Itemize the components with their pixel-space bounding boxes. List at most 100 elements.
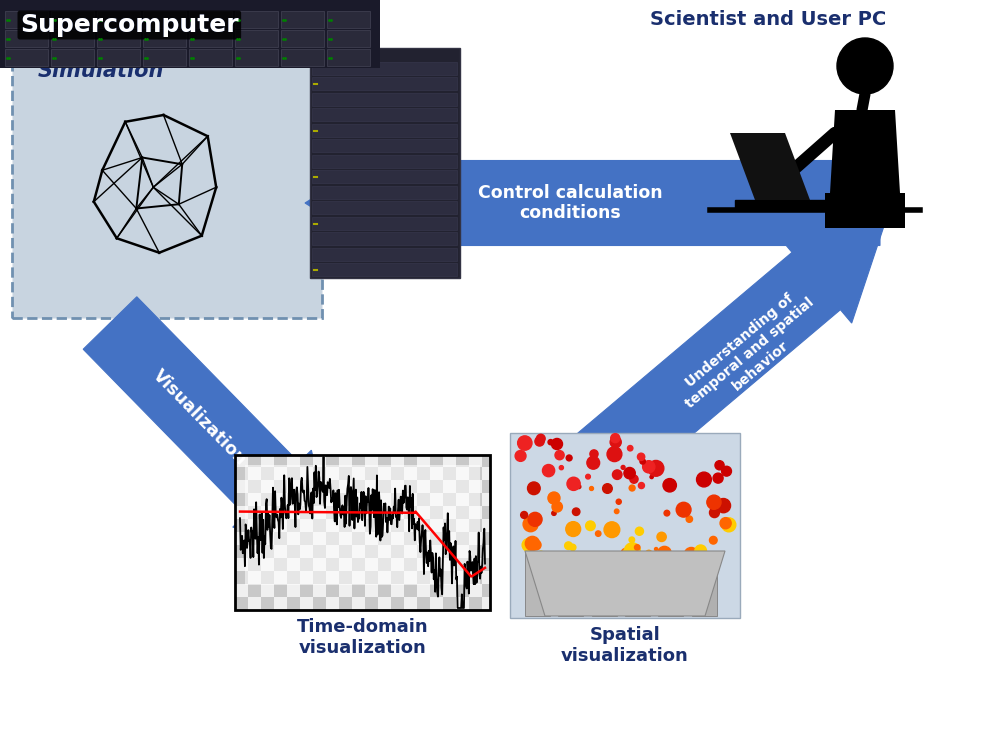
Bar bbox=[391, 597, 404, 610]
Bar bbox=[352, 519, 365, 532]
Bar bbox=[235, 584, 248, 597]
Bar bbox=[261, 519, 274, 532]
Bar bbox=[482, 545, 490, 558]
Bar bbox=[287, 558, 300, 571]
Bar bbox=[235, 532, 248, 545]
Bar bbox=[287, 480, 300, 493]
Bar bbox=[658, 551, 683, 616]
Bar bbox=[352, 545, 365, 558]
Circle shape bbox=[566, 521, 581, 536]
Circle shape bbox=[638, 482, 644, 488]
Bar bbox=[558, 551, 583, 616]
Bar bbox=[261, 480, 274, 493]
Bar bbox=[443, 467, 456, 480]
Bar bbox=[430, 532, 443, 545]
Bar bbox=[404, 506, 417, 519]
Bar bbox=[248, 455, 261, 467]
Circle shape bbox=[548, 552, 554, 558]
Bar bbox=[365, 597, 378, 610]
Bar bbox=[430, 455, 443, 467]
Bar bbox=[378, 558, 391, 571]
Circle shape bbox=[603, 484, 612, 494]
Bar bbox=[326, 532, 339, 545]
Circle shape bbox=[650, 475, 653, 479]
Circle shape bbox=[523, 517, 538, 532]
Bar bbox=[378, 519, 391, 532]
Bar bbox=[313, 493, 326, 506]
Bar bbox=[326, 558, 339, 571]
Circle shape bbox=[664, 510, 670, 516]
Bar bbox=[235, 467, 248, 480]
Bar bbox=[456, 584, 469, 597]
Circle shape bbox=[663, 479, 676, 492]
Bar bbox=[326, 571, 339, 584]
Bar bbox=[469, 493, 482, 506]
Bar bbox=[339, 493, 352, 506]
Bar bbox=[248, 571, 261, 584]
Bar bbox=[391, 493, 404, 506]
Bar bbox=[313, 519, 326, 532]
Bar bbox=[274, 519, 287, 532]
Bar bbox=[274, 558, 287, 571]
Bar bbox=[261, 506, 274, 519]
Bar bbox=[404, 455, 417, 467]
Bar bbox=[417, 532, 430, 545]
Bar bbox=[313, 571, 326, 584]
Bar bbox=[391, 545, 404, 558]
Bar bbox=[261, 532, 274, 545]
Bar bbox=[378, 584, 391, 597]
Bar bbox=[326, 545, 339, 558]
Bar bbox=[365, 558, 378, 571]
Bar bbox=[443, 519, 456, 532]
Circle shape bbox=[610, 437, 621, 447]
Bar bbox=[339, 455, 352, 467]
Bar bbox=[482, 597, 490, 610]
Bar bbox=[417, 519, 430, 532]
Bar bbox=[430, 519, 443, 532]
Bar bbox=[391, 455, 404, 467]
Circle shape bbox=[630, 475, 638, 483]
Bar bbox=[456, 532, 469, 545]
Bar bbox=[378, 597, 391, 610]
Circle shape bbox=[528, 512, 542, 527]
Text: Spatial
visualization: Spatial visualization bbox=[561, 626, 689, 665]
Bar bbox=[261, 467, 274, 480]
Bar bbox=[300, 506, 313, 519]
Bar bbox=[482, 519, 490, 532]
FancyBboxPatch shape bbox=[312, 93, 457, 105]
Bar bbox=[404, 584, 417, 597]
FancyBboxPatch shape bbox=[5, 30, 48, 47]
Bar bbox=[339, 584, 352, 597]
Polygon shape bbox=[830, 110, 900, 198]
Bar bbox=[430, 558, 443, 571]
Polygon shape bbox=[541, 223, 885, 521]
Bar bbox=[443, 455, 456, 467]
Circle shape bbox=[587, 456, 600, 469]
Bar bbox=[469, 519, 482, 532]
Bar bbox=[482, 467, 490, 480]
Bar bbox=[456, 571, 469, 584]
Bar bbox=[248, 558, 261, 571]
Bar bbox=[430, 545, 443, 558]
Bar bbox=[326, 506, 339, 519]
Circle shape bbox=[655, 548, 658, 551]
Text: Scientist and User PC: Scientist and User PC bbox=[650, 10, 886, 29]
Bar bbox=[443, 558, 456, 571]
Text: Time-domain
visualization: Time-domain visualization bbox=[297, 618, 428, 657]
Bar bbox=[274, 467, 287, 480]
Bar bbox=[469, 571, 482, 584]
Circle shape bbox=[657, 533, 666, 542]
Bar bbox=[235, 455, 490, 610]
Bar bbox=[404, 545, 417, 558]
Bar bbox=[482, 480, 490, 493]
Bar bbox=[326, 519, 339, 532]
Circle shape bbox=[629, 537, 635, 542]
Bar bbox=[404, 532, 417, 545]
Bar bbox=[365, 493, 378, 506]
FancyBboxPatch shape bbox=[235, 30, 278, 47]
Circle shape bbox=[716, 498, 731, 512]
Bar bbox=[443, 493, 456, 506]
Circle shape bbox=[577, 485, 581, 488]
Bar bbox=[352, 455, 365, 467]
Bar bbox=[352, 558, 365, 571]
